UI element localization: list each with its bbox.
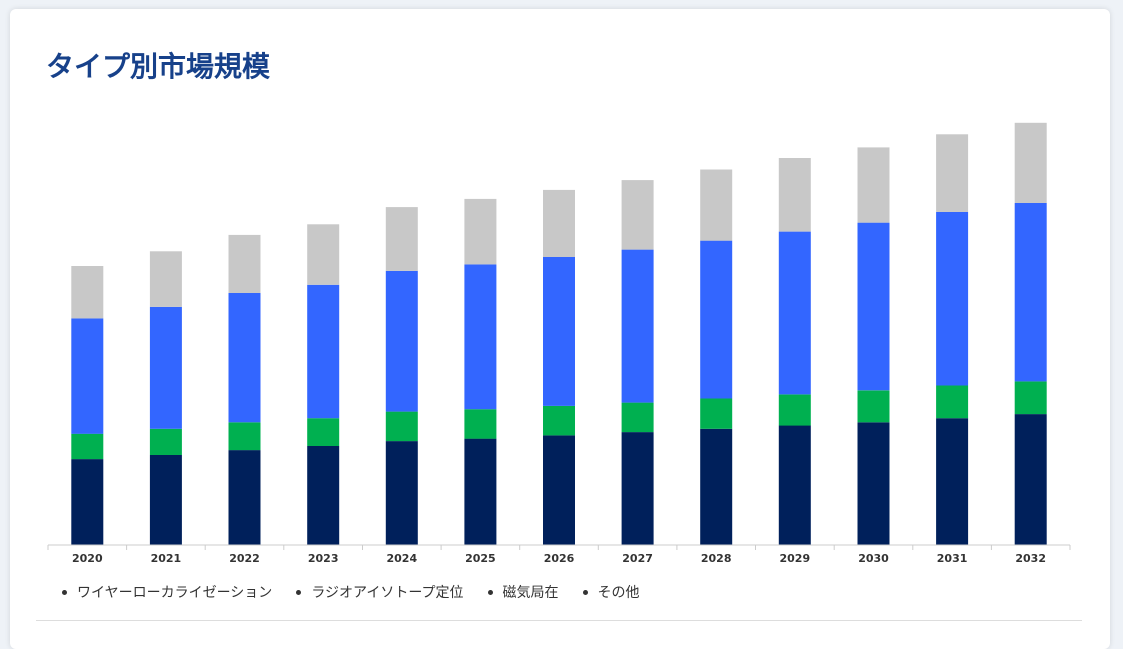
x-tick-label-2030: 2030 <box>858 552 889 565</box>
bars-group <box>71 122 1047 545</box>
bar-segment-2022-s3 <box>228 234 261 293</box>
legend-label: ワイヤーローカライゼーション <box>77 585 273 601</box>
legend-item-wire: ワイヤーローカライゼーション <box>62 582 272 602</box>
bar-segment-2023-s0 <box>307 446 340 545</box>
x-tick-label-2022: 2022 <box>229 552 260 565</box>
legend-label: 磁気局在 <box>502 585 559 601</box>
bar-segment-2029-s3 <box>778 158 811 232</box>
bar-segment-2023-s2 <box>307 284 340 419</box>
bar-segment-2030-s0 <box>857 422 890 545</box>
bar-segment-2022-s0 <box>228 450 261 545</box>
bar-segment-2030-s2 <box>857 222 890 391</box>
legend-bullet <box>296 589 302 595</box>
bar-segment-2031-s1 <box>936 385 969 419</box>
bar-segment-2028-s3 <box>700 169 733 241</box>
x-tick-label-2025: 2025 <box>465 552 496 565</box>
bar-segment-2025-s1 <box>464 409 497 439</box>
bar-segment-2021-s2 <box>149 306 182 429</box>
bar-segment-2024-s2 <box>385 270 418 412</box>
bar-segment-2032-s3 <box>1014 122 1047 203</box>
legend-bullet <box>582 589 588 595</box>
bar-segment-2026-s3 <box>543 189 575 257</box>
x-tick-label-2029: 2029 <box>779 552 810 565</box>
legend-bullet <box>62 589 67 595</box>
legend-item-magnetic: 磁気局在 <box>487 582 559 602</box>
bar-segment-2023-s1 <box>307 418 340 446</box>
bar-segment-2032-s2 <box>1014 203 1047 382</box>
bar-segment-2022-s2 <box>228 293 261 423</box>
bar-segment-2025-s3 <box>464 198 497 265</box>
bar-segment-2027-s3 <box>621 180 654 250</box>
bar-segment-2030-s3 <box>857 147 890 223</box>
bar-segment-2027-s0 <box>621 432 654 545</box>
x-tick-label-2024: 2024 <box>386 552 417 565</box>
x-tick-label-2023: 2023 <box>308 552 339 565</box>
x-tick-label-2026: 2026 <box>544 552 575 565</box>
bar-segment-2028-s1 <box>700 398 733 429</box>
bar-segment-2025-s2 <box>464 264 497 410</box>
legend: ワイヤーローカライゼーション ラジオアイソトープ定位 磁気局在 その他 <box>62 582 640 602</box>
bar-segment-2028-s0 <box>700 428 733 545</box>
bar-segment-2020-s0 <box>71 459 104 545</box>
bar-segment-2029-s1 <box>778 394 811 426</box>
bar-segment-2026-s2 <box>543 257 575 406</box>
bar-segment-2025-s0 <box>464 438 497 545</box>
bar-segment-2021-s3 <box>149 251 182 307</box>
legend-label: ラジオアイソトープ定位 <box>311 585 464 601</box>
bar-segment-2031-s0 <box>936 418 969 545</box>
bar-segment-2031-s3 <box>936 134 969 212</box>
stacked-bar-chart: 2020 2021 2022 2023 2024 2025 2026 2027 2028 2029… <box>47 122 1071 565</box>
legend-item-other: その他 <box>582 582 640 602</box>
bar-segment-2024-s0 <box>385 441 418 545</box>
bar-segment-2024-s1 <box>385 411 418 442</box>
x-tick-label-2027: 2027 <box>622 552 653 565</box>
bottom-divider <box>36 620 1082 621</box>
bar-segment-2020-s2 <box>71 318 104 434</box>
bar-segment-2021-s0 <box>149 455 182 545</box>
bar-segment-2032-s0 <box>1014 414 1047 545</box>
bar-segment-2031-s2 <box>936 212 969 386</box>
legend-label: その他 <box>597 585 640 601</box>
x-tick-label-2032: 2032 <box>1015 552 1046 565</box>
page-title: タイプ別市場規模 <box>46 50 271 83</box>
bar-segment-2021-s1 <box>149 428 182 455</box>
legend-item-radioisotope: ラジオアイソトープ定位 <box>296 582 464 602</box>
bar-segment-2030-s1 <box>857 390 890 423</box>
bar-segment-2027-s2 <box>621 249 654 403</box>
bar-segment-2026-s1 <box>543 405 575 436</box>
x-tick-label-2021: 2021 <box>151 552 182 565</box>
bar-segment-2028-s2 <box>700 240 733 399</box>
x-tick-label-2020: 2020 <box>72 552 103 565</box>
legend-bullet <box>487 589 493 595</box>
bar-segment-2020-s3 <box>71 266 104 319</box>
bar-segment-2024-s3 <box>385 207 418 271</box>
bar-segment-2032-s1 <box>1014 381 1047 415</box>
bar-segment-2029-s0 <box>778 425 811 545</box>
bar-segment-2022-s1 <box>228 422 261 451</box>
bar-segment-2023-s3 <box>307 224 340 285</box>
bar-segment-2026-s0 <box>543 435 575 545</box>
x-tick-label-2031: 2031 <box>937 552 968 565</box>
bar-segment-2029-s2 <box>778 231 811 395</box>
bar-segment-2020-s1 <box>71 433 104 460</box>
bar-segment-2027-s1 <box>621 402 654 433</box>
x-tick-group: 2020 2021 2022 2023 2024 2025 2026 2027 2028 2029… <box>47 545 1071 565</box>
x-tick-label-2028: 2028 <box>701 552 732 565</box>
